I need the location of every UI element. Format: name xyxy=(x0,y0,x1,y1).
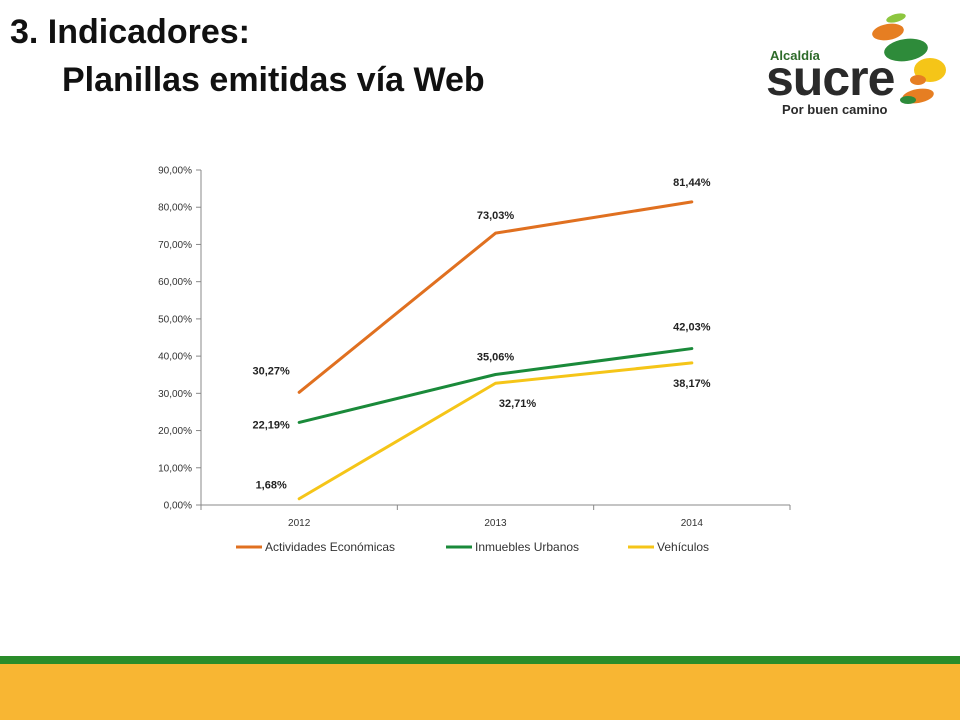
data-label: 38,17% xyxy=(673,378,711,390)
title-line-1: 3. Indicadores: xyxy=(10,13,250,51)
data-label: 30,27% xyxy=(253,365,291,377)
series-line xyxy=(297,347,694,424)
logo-tagline-text: Por buen camino xyxy=(782,102,888,117)
y-tick-label: 60,00% xyxy=(158,277,192,288)
line-chart: 0,00% 10,00% 20,00% 30,00% 40,00% 50,00% 60,00… xyxy=(158,166,791,554)
alcaldia-sucre-logo: Alcaldía sucre Por buen camino xyxy=(760,10,950,122)
data-label: 42,03% xyxy=(673,322,711,334)
logo-blobs-icon xyxy=(872,13,946,104)
y-tick-label: 30,00% xyxy=(158,389,192,400)
x-tick-label: 2013 xyxy=(484,518,507,529)
chart-data-labels: 30,27% 73,03% 81,44% 22,19% 35,06% 42,03% 1,68… xyxy=(253,177,711,492)
y-tick-label: 0,00% xyxy=(164,501,192,512)
logo-alcaldia-text: Alcaldía xyxy=(770,48,820,63)
data-label: 73,03% xyxy=(477,210,515,222)
y-tick-label: 80,00% xyxy=(158,203,192,214)
series-line xyxy=(297,361,694,501)
data-label: 81,44% xyxy=(673,177,711,189)
title-line-2: Planillas emitidas vía Web xyxy=(62,61,485,99)
chart-legend: Actividades Económicas Inmuebles Urbanos V… xyxy=(236,540,709,554)
data-label: 1,68% xyxy=(256,480,287,492)
series-line xyxy=(297,200,694,394)
data-label: 32,71% xyxy=(499,398,537,410)
y-tick-label: 70,00% xyxy=(158,240,192,251)
x-tick-label: 2012 xyxy=(288,518,311,529)
slide-title: 3. Indicadores: Planillas emitidas vía W… xyxy=(10,12,485,100)
y-tick-label: 20,00% xyxy=(158,426,192,437)
y-tick-label: 10,00% xyxy=(158,463,192,474)
y-tick-label: 90,00% xyxy=(158,166,192,177)
data-label: 35,06% xyxy=(477,351,515,363)
legend-entry: Vehículos xyxy=(657,540,709,554)
chart-axes: 0,00% 10,00% 20,00% 30,00% 40,00% 50,00% 60,00… xyxy=(158,166,791,529)
footer-green-stripe xyxy=(0,656,960,664)
y-tick-label: 40,00% xyxy=(158,352,192,363)
logo-sucre-text: sucre xyxy=(766,50,895,106)
legend-entry: Actividades Económicas xyxy=(265,540,395,554)
legend-entry: Inmuebles Urbanos xyxy=(475,540,579,554)
footer-yellow-band xyxy=(0,664,960,720)
chart-series xyxy=(297,200,694,501)
data-label: 22,19% xyxy=(253,419,291,431)
x-tick-label: 2014 xyxy=(681,518,704,529)
y-tick-label: 50,00% xyxy=(158,314,192,325)
